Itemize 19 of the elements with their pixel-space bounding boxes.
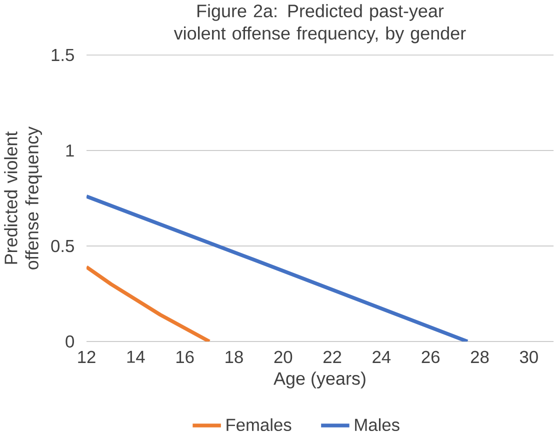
x-tick-label: 18 [226,350,243,364]
y-tick-label: 0.5 [51,240,74,252]
x-tick-label: 26 [422,350,440,364]
x-tick-label: 20 [274,350,292,364]
x-tick-label: 24 [372,350,391,364]
x-tick-label: 22 [324,350,342,364]
x-tick-label: 16 [176,350,194,364]
legend-label: Females [226,418,292,432]
legend-label: Males [355,418,400,432]
x-tick-label: 12 [78,350,96,364]
y-axis-title: Predicted violent offense frequency [4,126,42,270]
y-tick-label: 1 [66,144,74,157]
chart-title: Figure 2a: Predicted past-year violent offense frequency, by gender [174,4,466,44]
x-axis-title: Age (years) [274,372,366,389]
x-tick-label: 14 [127,350,145,363]
y-tick-label: 1.5 [52,49,74,62]
x-tick-label: 30 [520,350,538,364]
y-tick-label: 0 [66,335,74,348]
x-tick-label: 28 [470,350,489,364]
